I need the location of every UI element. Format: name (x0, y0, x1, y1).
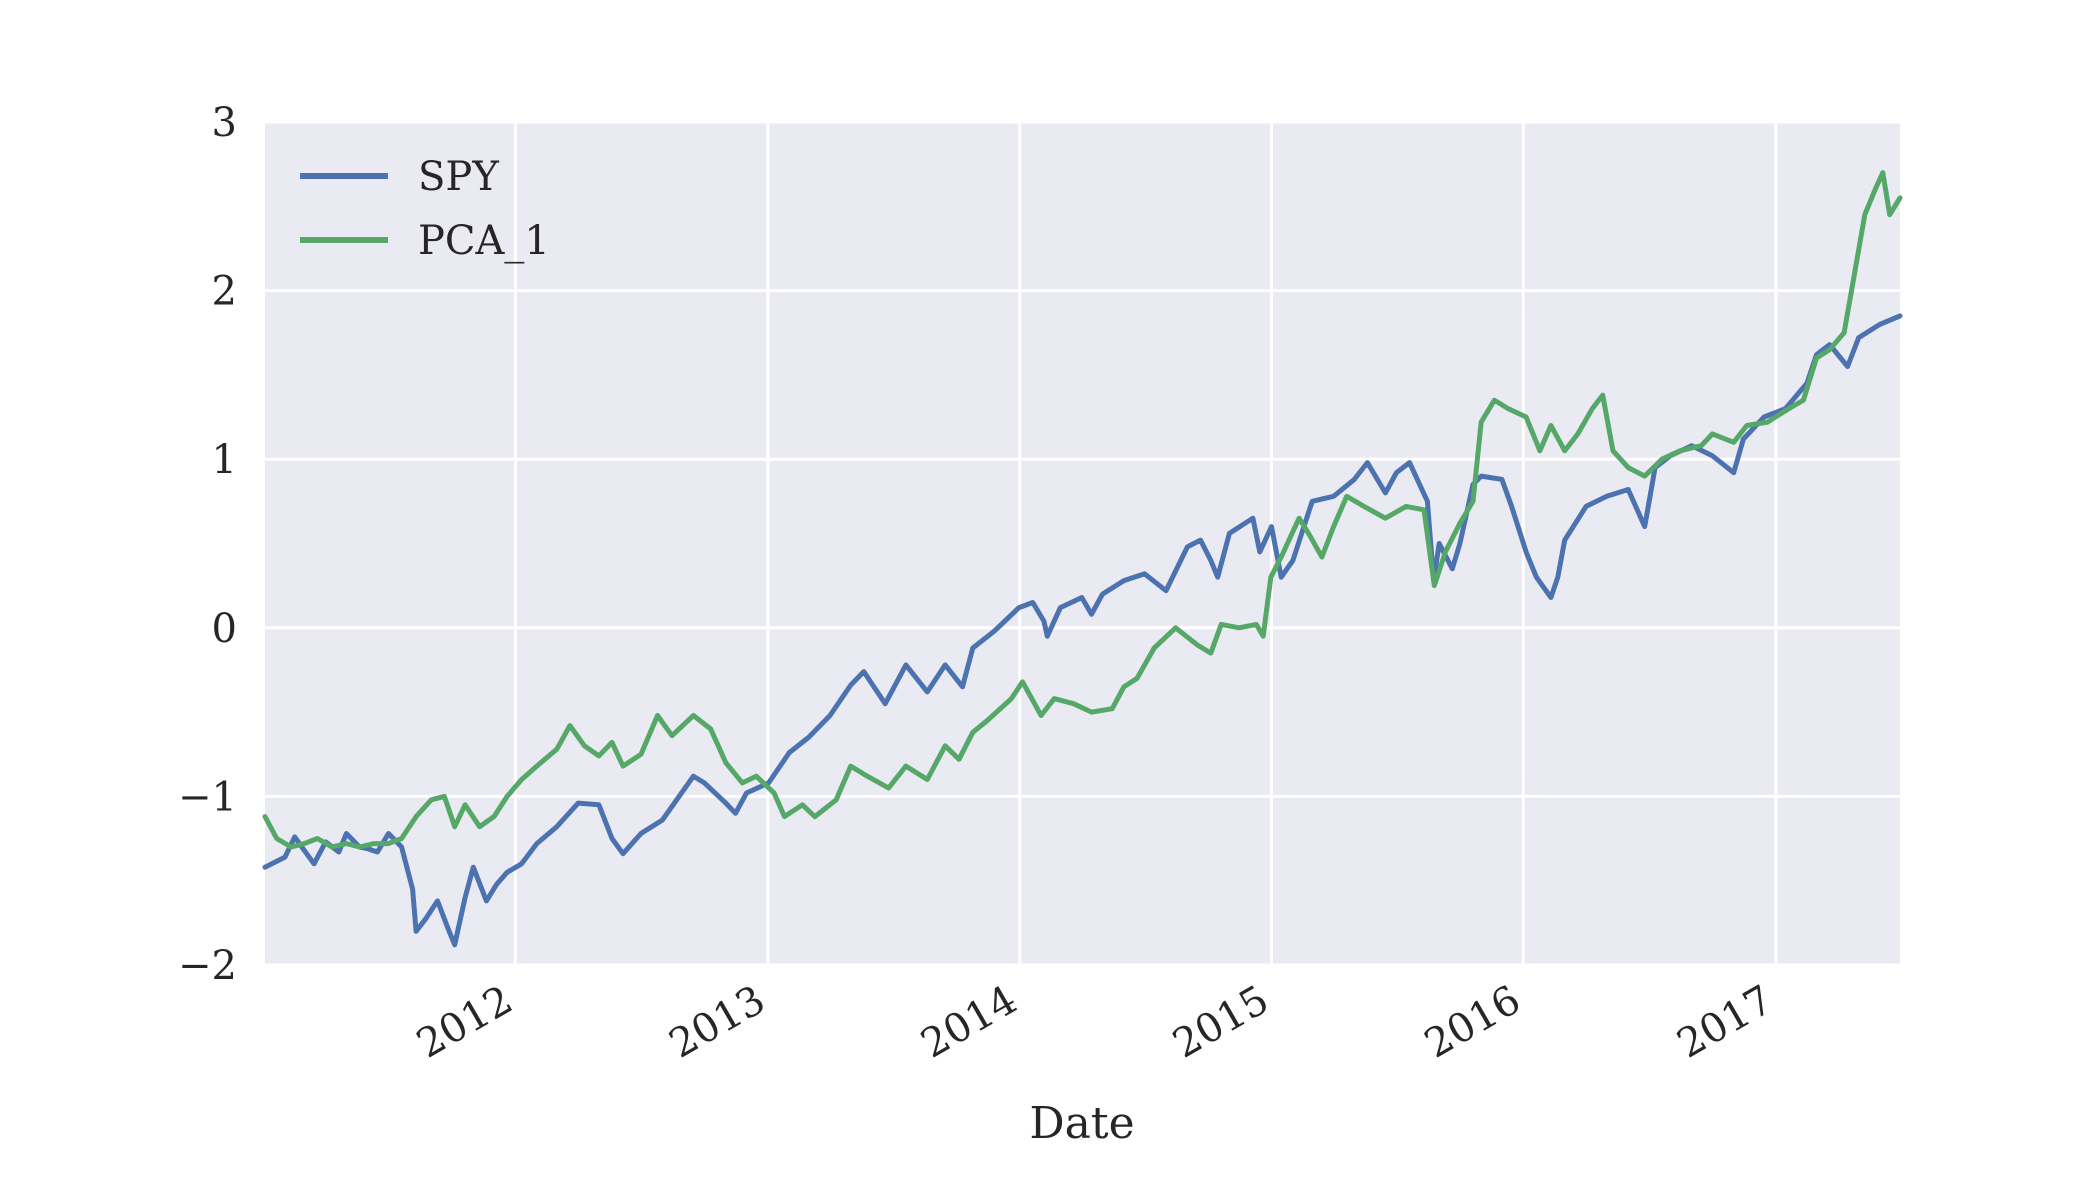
y-tick-label: −2 (178, 943, 237, 989)
x-tick-label: 2013 (662, 977, 773, 1068)
legend: SPY PCA_1 (300, 154, 550, 264)
series-line-spy (262, 313, 1903, 948)
x-tick-label: 2014 (914, 977, 1025, 1068)
x-tick-label: 2017 (1670, 977, 1781, 1068)
x-tick-label: 2012 (409, 977, 520, 1068)
legend-label: SPY (418, 154, 499, 200)
series-layer (262, 170, 1903, 948)
x-axis-label: Date (1029, 1098, 1134, 1149)
x-tick-label: 2015 (1165, 977, 1276, 1068)
series-line-pca-1 (262, 170, 1903, 850)
legend-label: PCA_1 (418, 218, 550, 264)
y-tick-label: 3 (212, 100, 237, 146)
y-axis-ticks: 3 2 1 0 −1 −2 (178, 100, 237, 989)
y-tick-label: 1 (212, 437, 237, 483)
y-tick-label: −1 (178, 774, 237, 820)
y-tick-label: 2 (212, 269, 237, 315)
plot-background (265, 122, 1900, 965)
x-axis-ticks: 2012 2013 2014 2015 2016 2017 (409, 977, 1781, 1068)
x-tick-label: 2016 (1417, 977, 1528, 1068)
y-tick-label: 0 (212, 606, 237, 652)
